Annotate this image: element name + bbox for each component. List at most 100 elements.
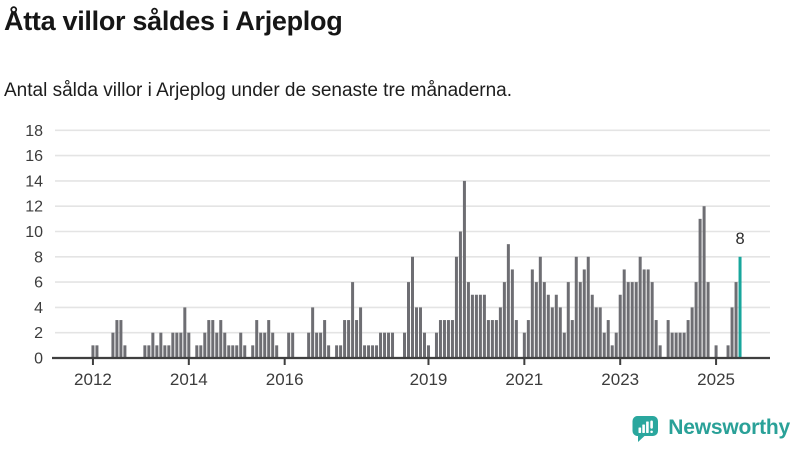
- bar: [367, 345, 371, 358]
- bar: [363, 345, 367, 358]
- bar: [418, 307, 422, 358]
- x-axis-tick-label: 2021: [505, 370, 543, 389]
- bar: [155, 345, 159, 358]
- bar: [111, 332, 115, 358]
- bar: [351, 282, 355, 358]
- bar: [375, 345, 379, 358]
- bar: [91, 345, 95, 358]
- bar: [414, 307, 418, 358]
- bar: [582, 269, 586, 358]
- bar: [594, 307, 598, 358]
- bar: [458, 231, 462, 358]
- bar: [391, 332, 395, 358]
- bar: [690, 307, 694, 358]
- bar: [618, 294, 622, 358]
- bar: [546, 294, 550, 358]
- x-axis-tick-label: 2023: [601, 370, 639, 389]
- bar: [630, 282, 634, 358]
- bar: [474, 294, 478, 358]
- bar: [686, 320, 690, 358]
- bar: [434, 332, 438, 358]
- bar: [235, 345, 239, 358]
- bar: [698, 218, 702, 358]
- bar: [482, 294, 486, 358]
- x-axis-tick-label: 2012: [74, 370, 112, 389]
- y-axis-tick-label: 18: [25, 123, 43, 140]
- bar: [666, 320, 670, 358]
- bar: [119, 320, 123, 358]
- x-axis-tick-label: 2014: [170, 370, 208, 389]
- bar: [271, 332, 275, 358]
- bar: [211, 320, 215, 358]
- bar: [506, 244, 510, 358]
- bar: [478, 294, 482, 358]
- bar: [658, 345, 662, 358]
- bar: [175, 332, 179, 358]
- x-axis-tick-label: 2025: [697, 370, 735, 389]
- bar: [291, 332, 295, 358]
- bar: [650, 282, 654, 358]
- bar: [530, 269, 534, 358]
- bar: [442, 320, 446, 358]
- bar: [215, 332, 219, 358]
- bar: [207, 320, 211, 358]
- bar: [335, 345, 339, 358]
- bar: [383, 332, 387, 358]
- bar: [438, 320, 442, 358]
- bar: [714, 345, 718, 358]
- bar: [315, 332, 319, 358]
- bar: [167, 345, 171, 358]
- bar: [574, 256, 578, 358]
- bar: [534, 282, 538, 358]
- y-axis-tick-label: 6: [34, 275, 43, 292]
- bar: [323, 320, 327, 358]
- bar: [407, 282, 411, 358]
- bar: [263, 332, 267, 358]
- bar: [327, 345, 331, 358]
- bar: [267, 320, 271, 358]
- bar: [558, 307, 562, 358]
- bar: [622, 269, 626, 358]
- bar: [510, 269, 514, 358]
- bar: [590, 294, 594, 358]
- bar: [462, 180, 466, 358]
- y-axis-tick-label: 14: [25, 173, 43, 190]
- bar: [259, 332, 263, 358]
- y-axis-tick-label: 2: [34, 325, 43, 342]
- bar: [638, 256, 642, 358]
- highlighted-bar: [738, 256, 742, 358]
- bar: [227, 345, 231, 358]
- bar: [494, 320, 498, 358]
- y-axis-tick-label: 10: [25, 224, 43, 241]
- bar: [610, 345, 614, 358]
- y-axis-tick-label: 12: [25, 199, 43, 216]
- bar: [287, 332, 291, 358]
- highlight-value-label: 8: [735, 230, 744, 248]
- bar: [646, 269, 650, 358]
- bar: [347, 320, 351, 358]
- bar: [486, 320, 490, 358]
- bar: [502, 282, 506, 358]
- bar: [403, 332, 407, 358]
- bar: [694, 282, 698, 358]
- y-axis-tick-label: 0: [34, 351, 43, 368]
- bar: [255, 320, 259, 358]
- bar: [490, 320, 494, 358]
- bar: [151, 332, 155, 358]
- bar: [243, 345, 247, 358]
- bar: [522, 332, 526, 358]
- bar: [454, 256, 458, 358]
- bar: [183, 307, 187, 358]
- bar: [550, 307, 554, 358]
- bar: [570, 320, 574, 358]
- bar: [730, 307, 734, 358]
- bar: [586, 256, 590, 358]
- bar: [626, 282, 630, 358]
- bar: [359, 307, 363, 358]
- bar: [614, 332, 618, 358]
- bar: [231, 345, 235, 358]
- bar: [654, 320, 658, 358]
- bar: [319, 332, 323, 358]
